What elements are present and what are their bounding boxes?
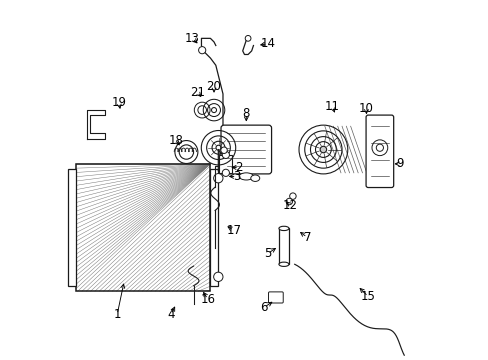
Circle shape bbox=[198, 46, 205, 54]
Text: 14: 14 bbox=[260, 37, 275, 50]
Circle shape bbox=[222, 151, 229, 158]
Ellipse shape bbox=[250, 175, 259, 181]
Text: 16: 16 bbox=[200, 293, 215, 306]
Circle shape bbox=[213, 272, 223, 282]
Text: 3: 3 bbox=[232, 170, 240, 183]
Text: 9: 9 bbox=[396, 157, 404, 170]
Bar bbox=[76, 164, 210, 291]
Text: 2: 2 bbox=[235, 161, 243, 174]
Text: 12: 12 bbox=[283, 199, 297, 212]
Text: 1: 1 bbox=[113, 308, 121, 321]
Text: 5: 5 bbox=[264, 247, 271, 260]
Text: 10: 10 bbox=[358, 102, 373, 115]
FancyBboxPatch shape bbox=[268, 292, 283, 303]
Bar bbox=[278, 228, 288, 264]
FancyBboxPatch shape bbox=[366, 115, 393, 188]
Text: 4: 4 bbox=[167, 308, 174, 321]
Text: 7: 7 bbox=[303, 231, 310, 244]
Circle shape bbox=[285, 198, 292, 205]
Text: 17: 17 bbox=[226, 224, 241, 237]
Text: 21: 21 bbox=[189, 86, 204, 99]
Circle shape bbox=[221, 147, 227, 153]
Ellipse shape bbox=[278, 262, 288, 266]
Text: 15: 15 bbox=[360, 290, 375, 303]
Circle shape bbox=[289, 193, 296, 199]
Text: 8: 8 bbox=[242, 107, 249, 120]
Bar bbox=[210, 169, 218, 286]
Text: 18: 18 bbox=[168, 134, 183, 147]
Text: 19: 19 bbox=[111, 96, 126, 109]
Text: 13: 13 bbox=[184, 32, 200, 45]
Bar bbox=[219, 155, 232, 173]
Ellipse shape bbox=[278, 226, 288, 230]
FancyBboxPatch shape bbox=[221, 125, 271, 174]
Circle shape bbox=[320, 146, 326, 153]
Ellipse shape bbox=[239, 173, 253, 180]
Circle shape bbox=[222, 169, 229, 176]
Bar bbox=[68, 169, 76, 286]
Text: 20: 20 bbox=[206, 80, 221, 93]
Text: 6: 6 bbox=[260, 301, 267, 314]
Circle shape bbox=[244, 36, 250, 41]
Circle shape bbox=[213, 174, 223, 183]
Text: 11: 11 bbox=[324, 100, 339, 113]
